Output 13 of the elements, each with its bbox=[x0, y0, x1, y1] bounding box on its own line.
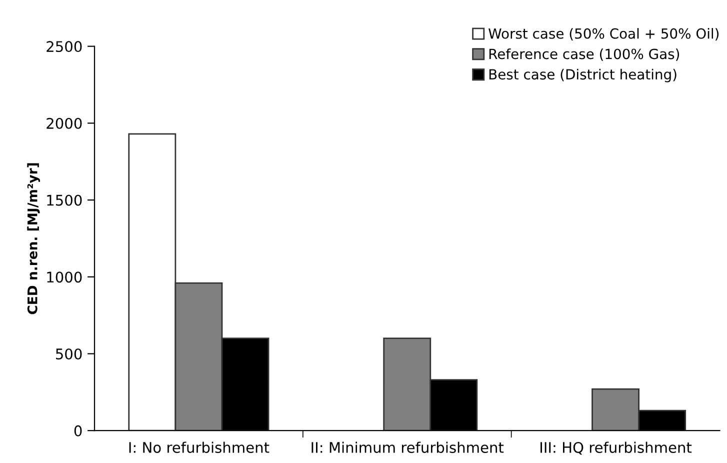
y-axis-title: CED n.ren. [MJ/m²yr] bbox=[27, 163, 40, 314]
y-tick-label: 500 bbox=[56, 348, 82, 360]
legend-label: Reference case (100% Gas) bbox=[489, 48, 680, 61]
y-tick-label: 2000 bbox=[46, 118, 82, 129]
y-tick-label: 1000 bbox=[47, 272, 82, 283]
x-tick-label: I: No refurbishment bbox=[129, 442, 270, 453]
y-tick-label: 1500 bbox=[47, 194, 82, 206]
y-tick-label: 0 bbox=[74, 425, 82, 436]
x-tick-label: II: Minimum refurbishment bbox=[312, 442, 504, 453]
legend-label: Best case (District heating) bbox=[489, 68, 676, 82]
legend-label: Worst case (50% Coal + 50% Oil) bbox=[488, 28, 719, 40]
y-tick-label: 2500 bbox=[46, 41, 82, 52]
x-tick-label: III: HQ refurbishment bbox=[540, 442, 692, 455]
